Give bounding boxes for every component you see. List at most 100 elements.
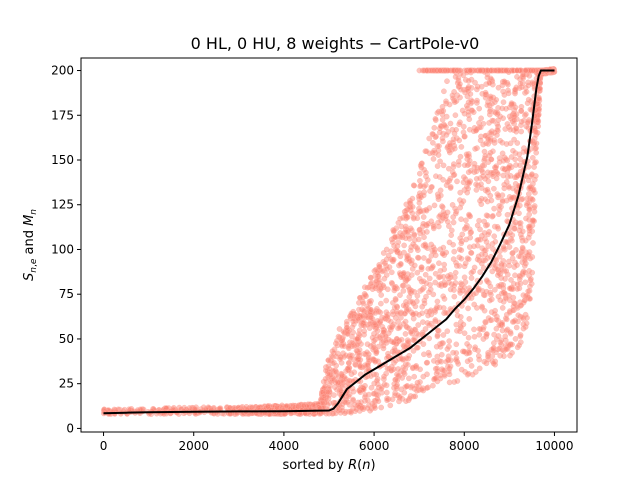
scatter-point [402, 223, 409, 230]
scatter-point [482, 235, 488, 242]
scatter-point [479, 91, 486, 97]
scatter-point [347, 313, 353, 320]
scatter-point [415, 247, 421, 253]
scatter-point [512, 336, 519, 342]
scatter-point [519, 270, 526, 276]
scatter-point [502, 126, 509, 132]
scatter-point [441, 261, 448, 268]
scatter-point [536, 95, 542, 102]
scatter-point [331, 359, 337, 366]
scatter-point [425, 220, 431, 227]
scatter-point [408, 244, 415, 250]
scatter-point [468, 269, 475, 276]
scatter-point [409, 266, 416, 272]
scatter-point [468, 275, 475, 281]
scatter-point [460, 123, 467, 130]
scatter-point [430, 139, 436, 146]
y-tick-label: 50 [59, 332, 74, 346]
scatter-point [473, 175, 480, 182]
scatter-point [457, 280, 464, 287]
scatter-point [477, 326, 484, 333]
scatter-point [458, 86, 464, 93]
scatter-point [422, 271, 429, 278]
scatter-point [339, 383, 345, 390]
scatter-point [410, 348, 417, 354]
scatter-point [389, 239, 396, 245]
scatter-point [391, 287, 398, 294]
scatter-point [388, 318, 394, 325]
scatter-point [512, 174, 518, 181]
scatter-point [487, 93, 494, 100]
scatter-point [523, 320, 530, 327]
scatter-point [364, 341, 371, 348]
scatter-point [390, 299, 396, 306]
scatter-point [380, 250, 387, 256]
scatter-point [525, 119, 531, 126]
scatter-point [378, 404, 385, 411]
scatter-point [431, 125, 438, 131]
scatter-point [416, 67, 423, 74]
scatter-point [476, 105, 483, 112]
scatter-point [418, 264, 425, 271]
scatter-point [481, 307, 488, 314]
scatter-point [465, 348, 472, 355]
scatter-point [523, 89, 530, 95]
scatter-point [372, 358, 379, 365]
scatter-point [484, 331, 490, 337]
y-tick-label: 75 [59, 287, 74, 301]
scatter-point [478, 201, 485, 207]
scatter-point [414, 245, 420, 251]
scatter-point [490, 246, 496, 252]
scatter-point [364, 397, 371, 404]
scatter-point [518, 339, 524, 346]
scatter-point [413, 363, 420, 369]
scatter-point [461, 263, 468, 270]
scatter-point [432, 252, 439, 259]
scatter-point [440, 332, 447, 338]
scatter-point [499, 139, 506, 146]
scatter-point [470, 291, 477, 298]
scatter-point [443, 358, 450, 365]
scatter-point [374, 333, 381, 339]
scatter-point [503, 106, 509, 112]
scatter-point [453, 127, 459, 133]
scatter-point [367, 274, 374, 281]
scatter-point [487, 297, 493, 304]
scatter-point [530, 67, 537, 74]
scatter-point [397, 260, 404, 267]
scatter-point [500, 282, 506, 288]
scatter-point [436, 274, 442, 281]
scatter-point [512, 272, 518, 279]
scatter-point [503, 179, 510, 185]
scatter-point [360, 307, 367, 314]
scatter-point [320, 378, 327, 385]
scatter-point [526, 223, 533, 229]
scatter-point [346, 343, 352, 349]
scatter-point [403, 229, 409, 235]
scatter-point [410, 315, 417, 322]
scatter-point [448, 227, 455, 234]
scatter-point [372, 405, 378, 411]
scatter-point [440, 293, 447, 300]
scatter-point [347, 355, 354, 361]
scatter-point [499, 150, 506, 157]
scatter-point [480, 257, 486, 263]
scatter-point [396, 250, 403, 256]
scatter-point [516, 253, 522, 260]
scatter-point [368, 384, 375, 391]
scatter-point [495, 283, 502, 289]
scatter-point [426, 322, 433, 328]
scatter-point [361, 328, 368, 335]
scatter-point [383, 297, 390, 304]
scatter-point [342, 410, 348, 417]
scatter-point [398, 336, 405, 343]
scatter-point [466, 244, 473, 250]
scatter-point [390, 256, 397, 263]
scatter-point [518, 122, 524, 128]
scatter-point [525, 234, 532, 241]
scatter-point [475, 253, 482, 260]
y-tick-label: 25 [59, 377, 74, 391]
scatter-point [498, 337, 505, 344]
scatter-point [395, 239, 402, 245]
scatter-point [506, 258, 512, 265]
